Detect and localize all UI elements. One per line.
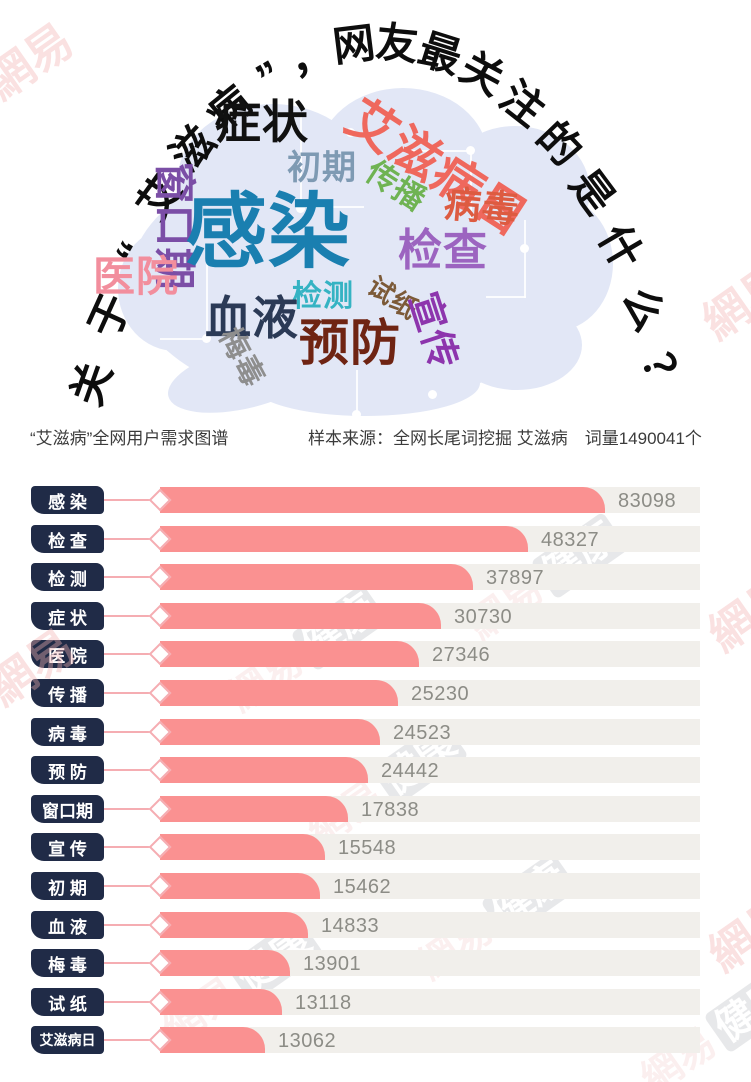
bar-row: 感 染 83098 [0,486,751,515]
category-label: 试 纸 [31,988,104,1016]
bar [160,564,473,590]
connector-line [104,1001,162,1003]
value-label: 13901 [303,953,362,975]
category-label: 医 院 [31,640,104,668]
value-label: 13118 [295,992,352,1014]
bar [160,526,528,552]
category-label: 血 液 [31,911,104,939]
cloud-word: 检查 [398,226,488,275]
category-label: 感 染 [31,486,104,514]
connector-line [104,924,162,926]
connector-line [104,576,162,578]
value-label: 17838 [361,799,420,821]
cloud-word: 感染 [184,187,352,278]
value-label: 24442 [381,760,440,782]
connector-line [104,1039,162,1041]
bar [160,757,368,783]
bar [160,950,290,976]
title-char: 网 [329,18,378,71]
bar-row: 试 纸 13118 [0,988,751,1017]
value-label: 30730 [454,606,513,628]
category-label: 症 状 [31,602,104,630]
bar-row: 预 防 24442 [0,756,751,785]
bar-row: 检 查 48327 [0,525,751,554]
cloud-word: 血液 [205,292,299,344]
bar-row: 初 期 15462 [0,872,751,901]
bar [160,834,325,860]
bar [160,680,398,706]
connector-line [104,846,162,848]
category-label: 检 查 [31,525,104,553]
category-label: 病 毒 [31,718,104,746]
bar-row: 医 院 27346 [0,640,751,669]
connector-line [104,692,162,694]
category-label: 预 防 [31,756,104,784]
bar-row: 病 毒 24523 [0,718,751,747]
value-label: 48327 [541,529,600,551]
cloud-word: 检测 [292,280,354,313]
connector-line [104,885,162,887]
bar-row: 梅 毒 13901 [0,949,751,978]
category-label: 传 播 [31,679,104,707]
value-label: 83098 [618,490,677,512]
category-label: 宣 传 [31,833,104,861]
bar-row: 艾滋病日 13062 [0,1026,751,1055]
connector-line [104,962,162,964]
connector-line [104,769,162,771]
brain-silhouette [0,0,751,470]
cloud-word: 预防 [299,315,401,371]
value-label: 24523 [393,722,452,744]
cloud-word: 医院 [92,253,180,300]
value-label: 13062 [278,1030,337,1052]
connector-line [104,808,162,810]
bar [160,603,441,629]
connector-line [104,653,162,655]
bar [160,873,320,899]
value-label: 27346 [432,644,491,666]
cloud-word: 症状 [215,96,309,148]
bar [160,719,380,745]
bar [160,989,282,1015]
bar-row: 症 状 30730 [0,602,751,631]
category-label: 窗口期 [31,795,104,823]
connector-line [104,499,162,501]
bar-row: 检 测 37897 [0,563,751,592]
connector-line [104,538,162,540]
value-label: 37897 [486,567,545,589]
cloud-word: 初期 [287,149,357,187]
value-label: 15548 [338,837,397,859]
bar-row: 宣 传 15548 [0,833,751,862]
chart-subtitle: “艾滋病”全网用户需求图谱 [30,429,229,448]
bar-row: 传 播 25230 [0,679,751,708]
category-label: 梅 毒 [31,949,104,977]
data-source-note: 样本来源：全网长尾词挖掘 艾滋病 词量1490041个 [308,429,702,448]
bar [160,796,348,822]
bar [160,912,308,938]
bar [160,487,605,513]
category-label: 初 期 [31,872,104,900]
value-label: 15462 [333,876,392,898]
bar [160,1027,265,1053]
bar-row: 血 液 14833 [0,911,751,940]
connector-line [104,731,162,733]
connector-line [104,615,162,617]
category-label: 艾滋病日 [31,1026,104,1054]
bar-row: 窗口期 17838 [0,795,751,824]
bar [160,641,419,667]
cloud-word: 病毒 [442,183,522,231]
category-label: 检 测 [31,563,104,591]
value-label: 14833 [321,915,380,937]
value-label: 25230 [411,683,470,705]
title-char: 友 [374,18,421,69]
